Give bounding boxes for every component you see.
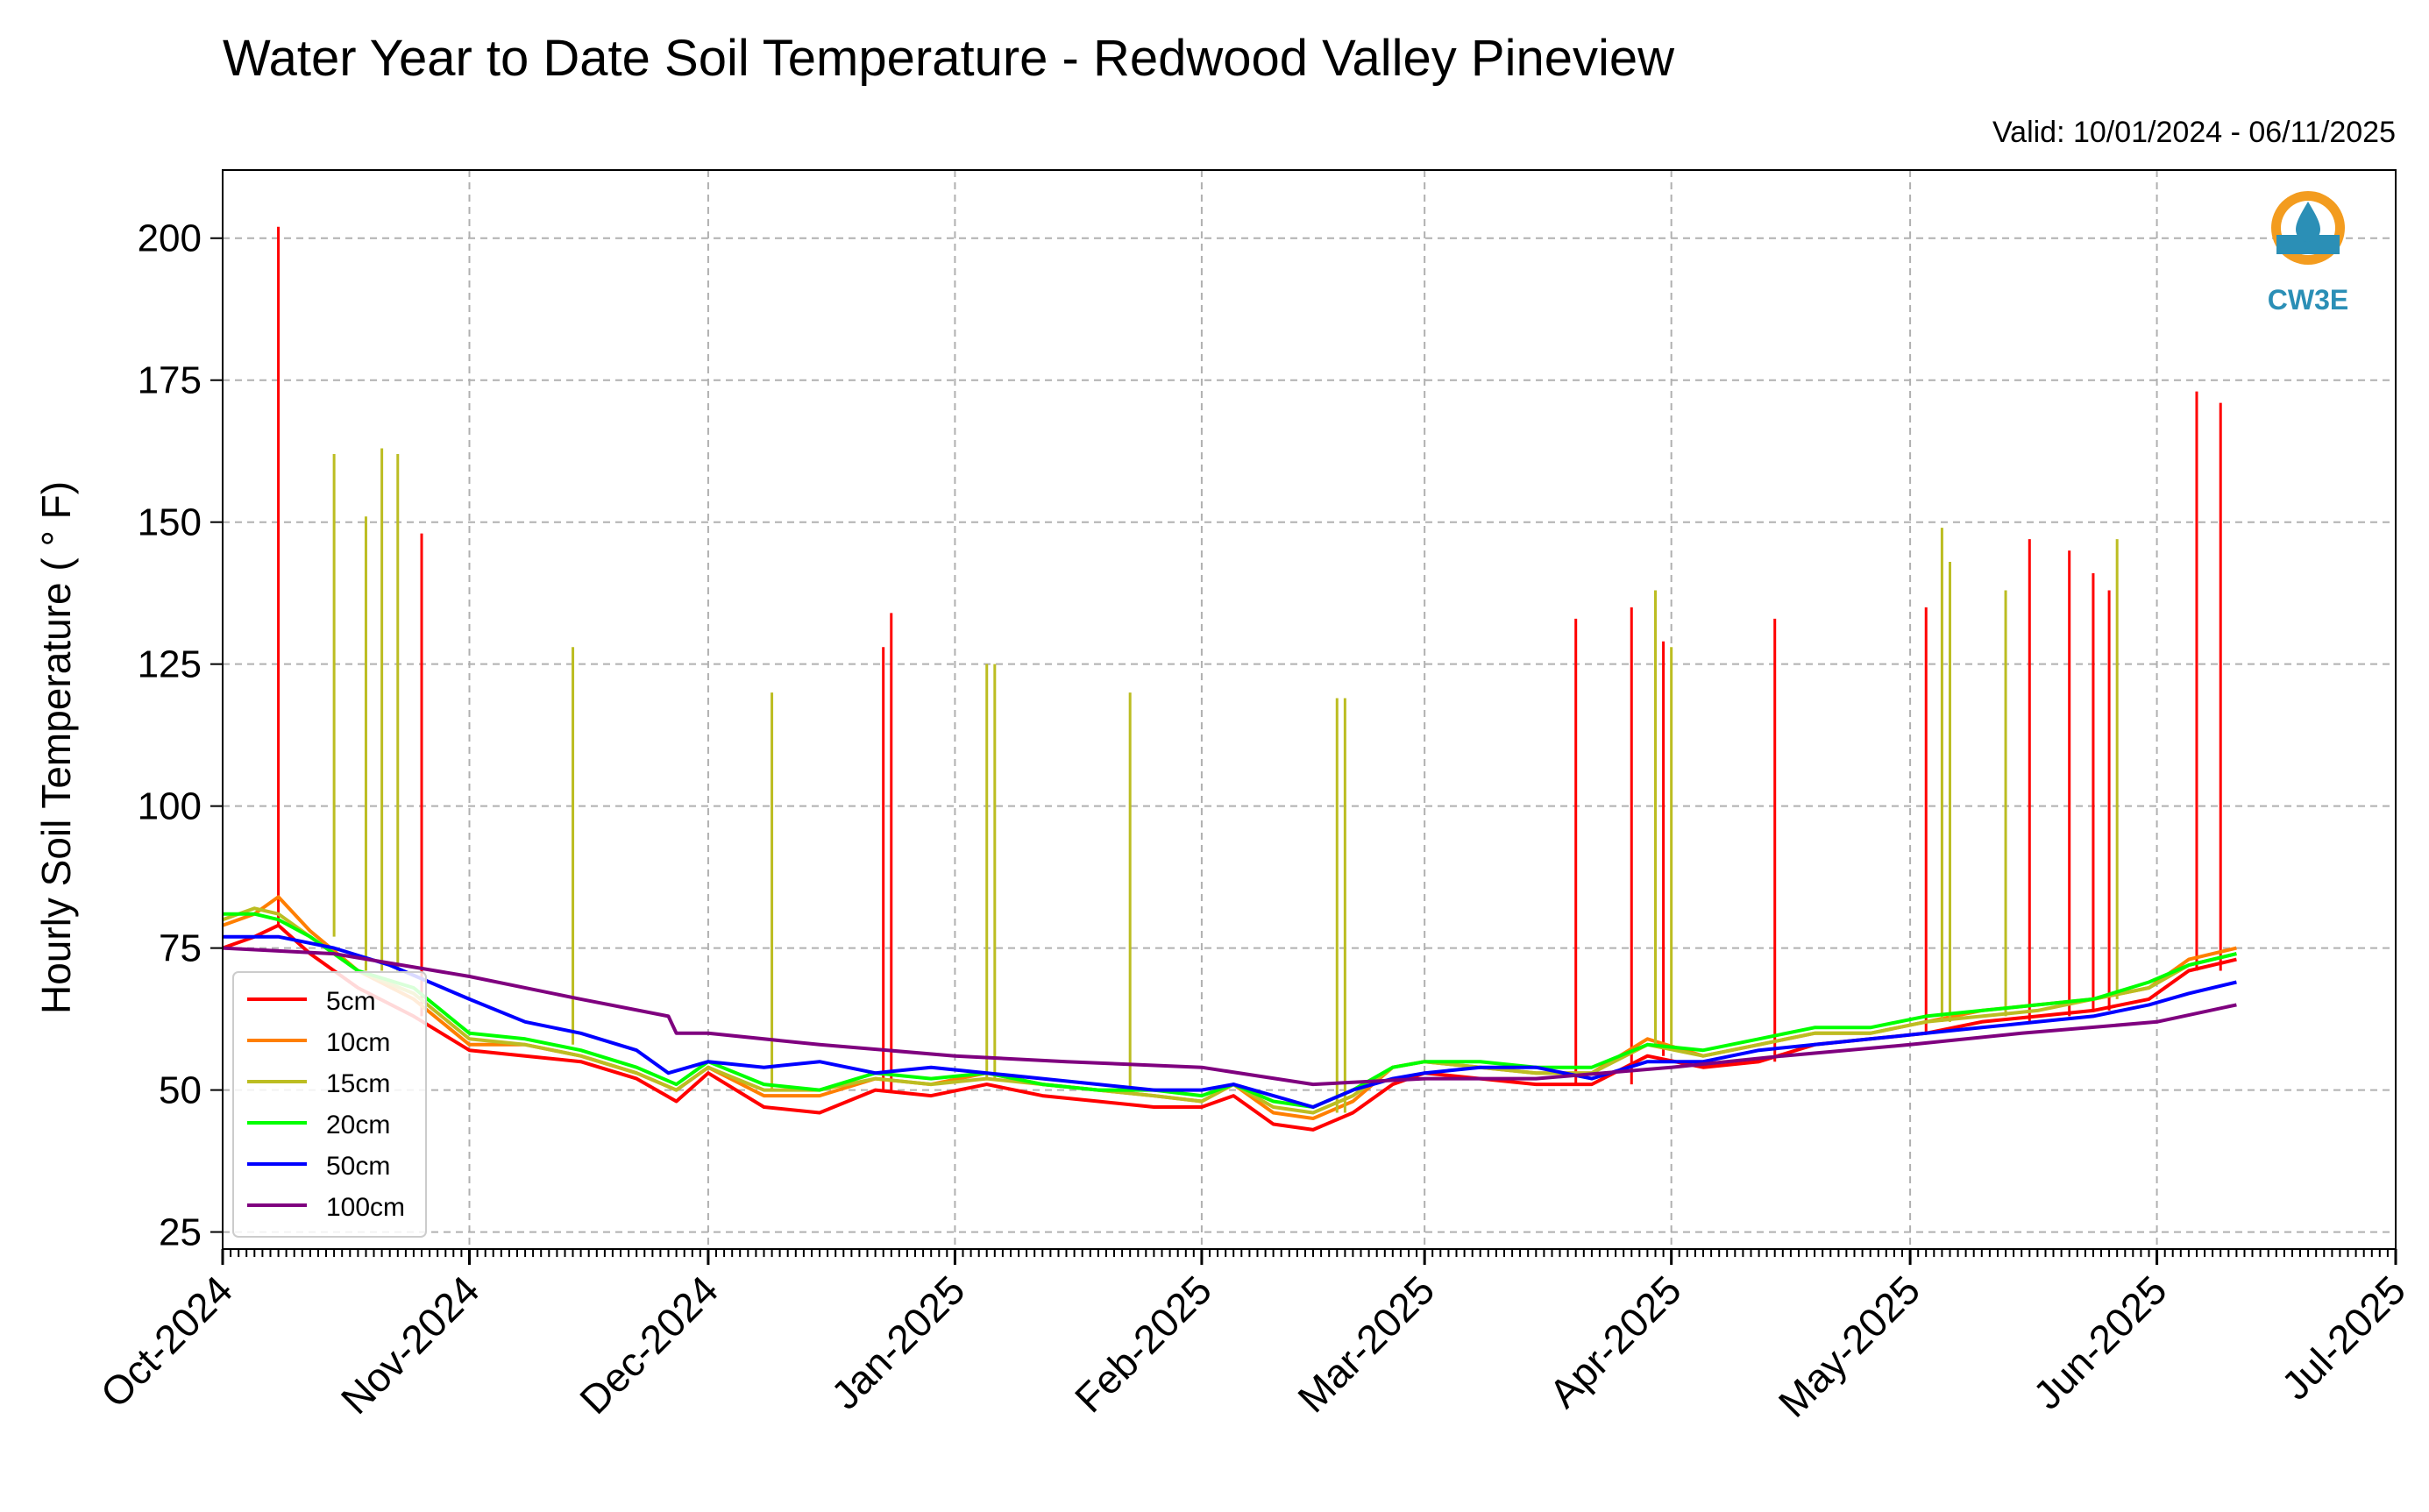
y-tick-label: 150 bbox=[138, 501, 202, 544]
x-tick-label: Feb-2025 bbox=[1066, 1267, 1220, 1421]
x-tick-label: Mar-2025 bbox=[1289, 1267, 1443, 1421]
x-tick-label: Jun-2025 bbox=[2024, 1267, 2175, 1417]
legend-box bbox=[232, 971, 427, 1238]
legend-label-100cm: 100cm bbox=[326, 1193, 405, 1222]
legend-label-15cm: 15cm bbox=[326, 1069, 390, 1098]
data-series bbox=[222, 226, 2237, 1132]
series-line-50cm bbox=[223, 934, 2237, 1109]
y-axis: 25 50 75 100 125 150 175 200 bbox=[138, 217, 223, 1254]
y-tick-label: 75 bbox=[159, 927, 202, 970]
legend-label-10cm: 10cm bbox=[326, 1028, 390, 1057]
y-tick-label: 125 bbox=[138, 643, 202, 686]
x-axis: Oct-2024 Nov-2024 Dec-2024 Jan-2025 Feb-2025… bbox=[92, 1249, 2415, 1426]
y-tick-label: 25 bbox=[159, 1211, 202, 1254]
series-100cm bbox=[222, 946, 2237, 1087]
legend-label-20cm: 20cm bbox=[326, 1111, 390, 1139]
legend-label-5cm: 5cm bbox=[326, 987, 376, 1016]
x-tick-label: Oct-2024 bbox=[92, 1267, 242, 1416]
x-tick-label: May-2025 bbox=[1770, 1267, 1928, 1425]
legend-label-50cm: 50cm bbox=[326, 1152, 390, 1181]
y-tick-label: 50 bbox=[159, 1069, 202, 1112]
series-5cm bbox=[222, 226, 2237, 1132]
cw3e-logo: CW3E bbox=[2268, 191, 2348, 316]
x-tick-label: Jul-2025 bbox=[2273, 1267, 2415, 1409]
series-15cm bbox=[222, 448, 2237, 1115]
series-20cm bbox=[223, 912, 2237, 1109]
plot-frame bbox=[222, 169, 2397, 1250]
chart-title: Water Year to Date Soil Temperature - Re… bbox=[223, 30, 1675, 87]
series-50cm bbox=[223, 934, 2237, 1109]
legend: 5cm 10cm 15cm 20cm 50cm 100cm bbox=[232, 971, 427, 1238]
y-axis-label: Hourly Soil Temperature ( ° F) bbox=[33, 481, 79, 1014]
x-minor-ticks bbox=[222, 1249, 2397, 1257]
x-tick-label: Apr-2025 bbox=[1540, 1267, 1690, 1416]
y-tick-label: 100 bbox=[138, 785, 202, 828]
y-tick-label: 200 bbox=[138, 217, 202, 260]
series-line-20cm bbox=[223, 912, 2237, 1109]
x-tick-label: Nov-2024 bbox=[332, 1267, 488, 1423]
y-tick-label: 175 bbox=[138, 359, 202, 402]
logo-wave-icon bbox=[2276, 235, 2340, 254]
series-line-15cm bbox=[222, 906, 2237, 1115]
series-line-5cm bbox=[222, 923, 2237, 1132]
logo-text: CW3E bbox=[2268, 284, 2348, 316]
water-drop-icon bbox=[2296, 202, 2320, 242]
chart-subtitle: Valid: 10/01/2024 - 06/11/2025 bbox=[1992, 116, 2396, 149]
x-tick-label: Jan-2025 bbox=[822, 1267, 973, 1417]
series-line-100cm bbox=[222, 946, 2237, 1087]
x-tick-label: Dec-2024 bbox=[571, 1267, 727, 1423]
